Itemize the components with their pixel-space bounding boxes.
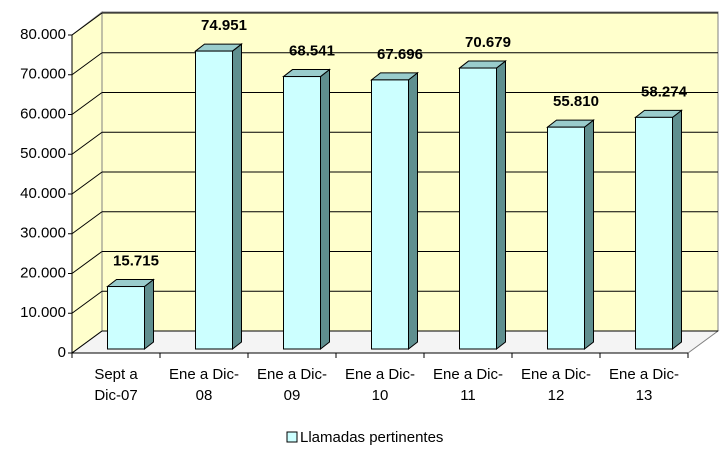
bar-top xyxy=(282,69,331,78)
legend-swatch xyxy=(286,431,298,443)
bar-top xyxy=(458,60,507,69)
bar-top xyxy=(634,109,683,118)
data-label: 70.679 xyxy=(465,34,511,51)
data-label: 55.810 xyxy=(553,93,599,110)
bar-side xyxy=(320,68,330,351)
bar xyxy=(195,50,233,350)
grid-line xyxy=(71,211,103,235)
x-tick-label-line: Ene a Dic- xyxy=(169,366,239,383)
x-tick-label-line: Ene a Dic- xyxy=(609,366,679,383)
y-tick-label: 70.000 xyxy=(20,66,66,83)
grid-line xyxy=(71,330,103,354)
bar-side xyxy=(672,109,682,351)
x-tick-label-line: 12 xyxy=(548,387,565,404)
bar-side xyxy=(144,278,154,351)
grid-line xyxy=(71,131,103,155)
bar xyxy=(283,76,321,350)
x-tick-label-line: Ene a Dic- xyxy=(345,366,415,383)
bar xyxy=(459,67,497,350)
bar xyxy=(635,116,673,350)
grid-line xyxy=(71,52,103,76)
x-tick-label: Ene a Dic- 10 xyxy=(345,366,415,404)
grid-line xyxy=(71,290,103,314)
y-tick-label: 20.000 xyxy=(20,264,66,281)
bar-side xyxy=(496,60,506,351)
y-tick-label: 40.000 xyxy=(20,185,66,202)
y-tick-label: 30.000 xyxy=(20,225,66,242)
x-tick-label-line: Ene a Dic- xyxy=(521,366,591,383)
bar-top xyxy=(194,43,243,52)
x-tick-label-line: 13 xyxy=(636,387,653,404)
bar-top xyxy=(106,279,155,288)
x-tick-label-line: 11 xyxy=(460,387,476,404)
x-tick-label: Ene a Dic- 13 xyxy=(609,366,679,404)
x-tick-label: Ene a Dic- 09 xyxy=(257,366,327,404)
x-tick-label-line: Dic-07 xyxy=(94,387,137,404)
y-tick-label: 80.000 xyxy=(20,26,66,43)
data-label: 74.951 xyxy=(201,17,247,34)
y-tick-label: 10.000 xyxy=(20,304,66,321)
grid-line xyxy=(71,171,103,195)
bar-side xyxy=(584,119,594,351)
y-tick-label: 0 xyxy=(58,344,66,361)
x-tick-label: Sept a Dic-07 xyxy=(94,366,138,404)
y-tick-label: 60.000 xyxy=(20,105,66,122)
x-tick-label: Ene a Dic- 11 xyxy=(433,366,503,404)
x-tick-label-line: Ene a Dic- xyxy=(257,366,327,383)
x-tick-label-line: Ene a Dic- xyxy=(433,366,503,383)
y-tick-label: 50.000 xyxy=(20,145,66,162)
x-tick-label-line: 09 xyxy=(284,387,301,404)
grid-line xyxy=(71,251,103,274)
bar-side xyxy=(232,43,242,351)
grid-line xyxy=(71,92,103,115)
data-label: 68.541 xyxy=(289,43,335,60)
bar xyxy=(107,286,145,350)
bar xyxy=(371,79,409,350)
bar-side xyxy=(408,71,418,351)
legend-label: Llamadas pertinentes xyxy=(300,429,443,446)
x-tick-label-line: Sept a xyxy=(94,366,138,383)
grid-line xyxy=(71,12,103,36)
x-tick-label: Ene a Dic- 08 xyxy=(169,366,239,404)
x-tick-label-line: 10 xyxy=(372,387,389,404)
data-label: 15.715 xyxy=(113,253,159,270)
x-tick-label: Ene a Dic- 12 xyxy=(521,366,591,404)
data-label: 67.696 xyxy=(377,46,423,63)
bar-top xyxy=(370,72,419,81)
x-tick-label-line: 08 xyxy=(196,387,213,404)
data-label: 58.274 xyxy=(641,83,688,100)
bar-top xyxy=(546,119,595,128)
bar xyxy=(547,126,585,350)
